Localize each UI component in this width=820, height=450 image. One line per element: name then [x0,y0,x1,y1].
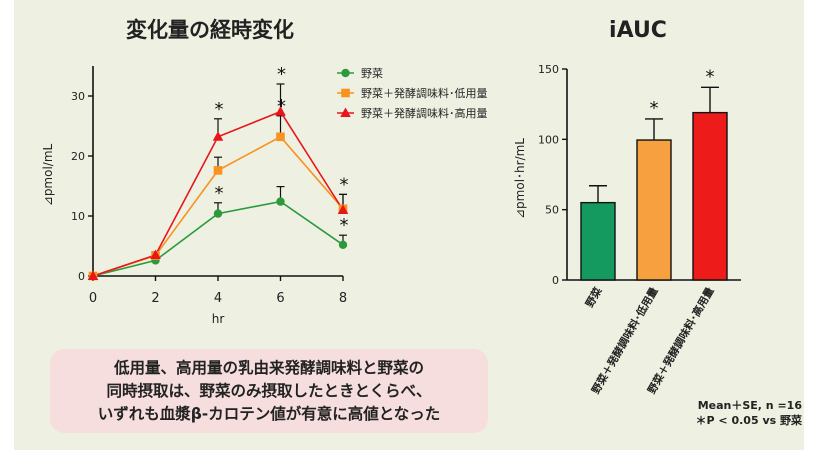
summary-line-1: 低用量、高用量の乳由来発酵調味料と野菜の [113,358,424,377]
bar-category-label: 野菜＋発酵調味料･高用量 [645,285,717,397]
summary-line-2: 同時摂取は、野菜のみ摂取したときとくらべ、 [106,381,432,400]
data-point [212,131,224,141]
bar-y-axis-label: ⊿pmol･hr/mL [513,138,527,219]
bar-y-tick-label: 50 [545,204,559,217]
legend-label: 野菜＋発酵調味料･高用量 [361,106,488,120]
bar-y-tick-label: 0 [552,274,559,287]
bar [692,111,728,281]
legend-marker [341,88,350,98]
x-tick-label: 4 [214,291,222,306]
x-axis-label: hr [212,312,225,326]
significance-star: * [277,64,286,85]
y-tick-label: 20 [71,150,85,163]
data-point [150,249,161,259]
significance-star: * [277,96,286,117]
x-tick-label: 0 [89,291,97,306]
bar-category-label: 野菜 [583,285,605,310]
footnote-stats: Mean＋SE, n =16 [697,399,802,412]
y-tick-label: 0 [78,270,85,283]
bar-y-tick-label: 100 [538,133,559,146]
data-point [275,106,286,116]
x-tick-label: 6 [276,291,284,306]
bar [580,201,616,281]
data-point [337,204,349,214]
legend-label: 野菜 [361,67,383,80]
data-point [213,166,223,175]
bar-significance-star: * [650,98,659,119]
legend-marker [340,107,351,117]
bar-significance-star: * [706,66,715,87]
y-tick-label: 10 [71,210,85,223]
bar-y-tick-label: 150 [538,63,559,76]
bar [636,139,672,281]
data-point [276,197,285,206]
bar-category-label: 野菜＋発酵調味料･低用量 [589,285,661,397]
y-axis-label: ⊿pmol/mL [41,143,55,206]
significance-star: * [340,174,349,195]
bar-chart-title: iAUC [609,18,667,43]
x-tick-label: 2 [151,291,159,306]
data-point [213,209,223,218]
footnote: Mean＋SE, n =16 ＊P < 0.05 vs 野菜 [662,398,802,428]
significance-star: * [215,99,224,120]
data-point [87,270,99,280]
significance-star: * [215,183,224,204]
data-point [276,132,285,142]
significance-star: * [340,215,349,236]
summary-line-3: いずれも血漿β-カロテン値が有意に高値となった [97,404,441,423]
footnote-significance: ＊P < 0.05 vs 野菜 [695,414,802,427]
x-tick-label: 8 [339,291,347,306]
legend-label: 野菜＋発酵調味料･低用量 [361,86,488,100]
y-tick-label: 30 [71,90,85,103]
summary-box: 低用量、高用量の乳由来発酵調味料と野菜の 同時摂取は、野菜のみ摂取したときとくら… [50,349,488,433]
data-point [338,240,348,249]
legend-marker [341,68,350,78]
line-chart-title: 変化量の経時変化 [126,18,294,42]
